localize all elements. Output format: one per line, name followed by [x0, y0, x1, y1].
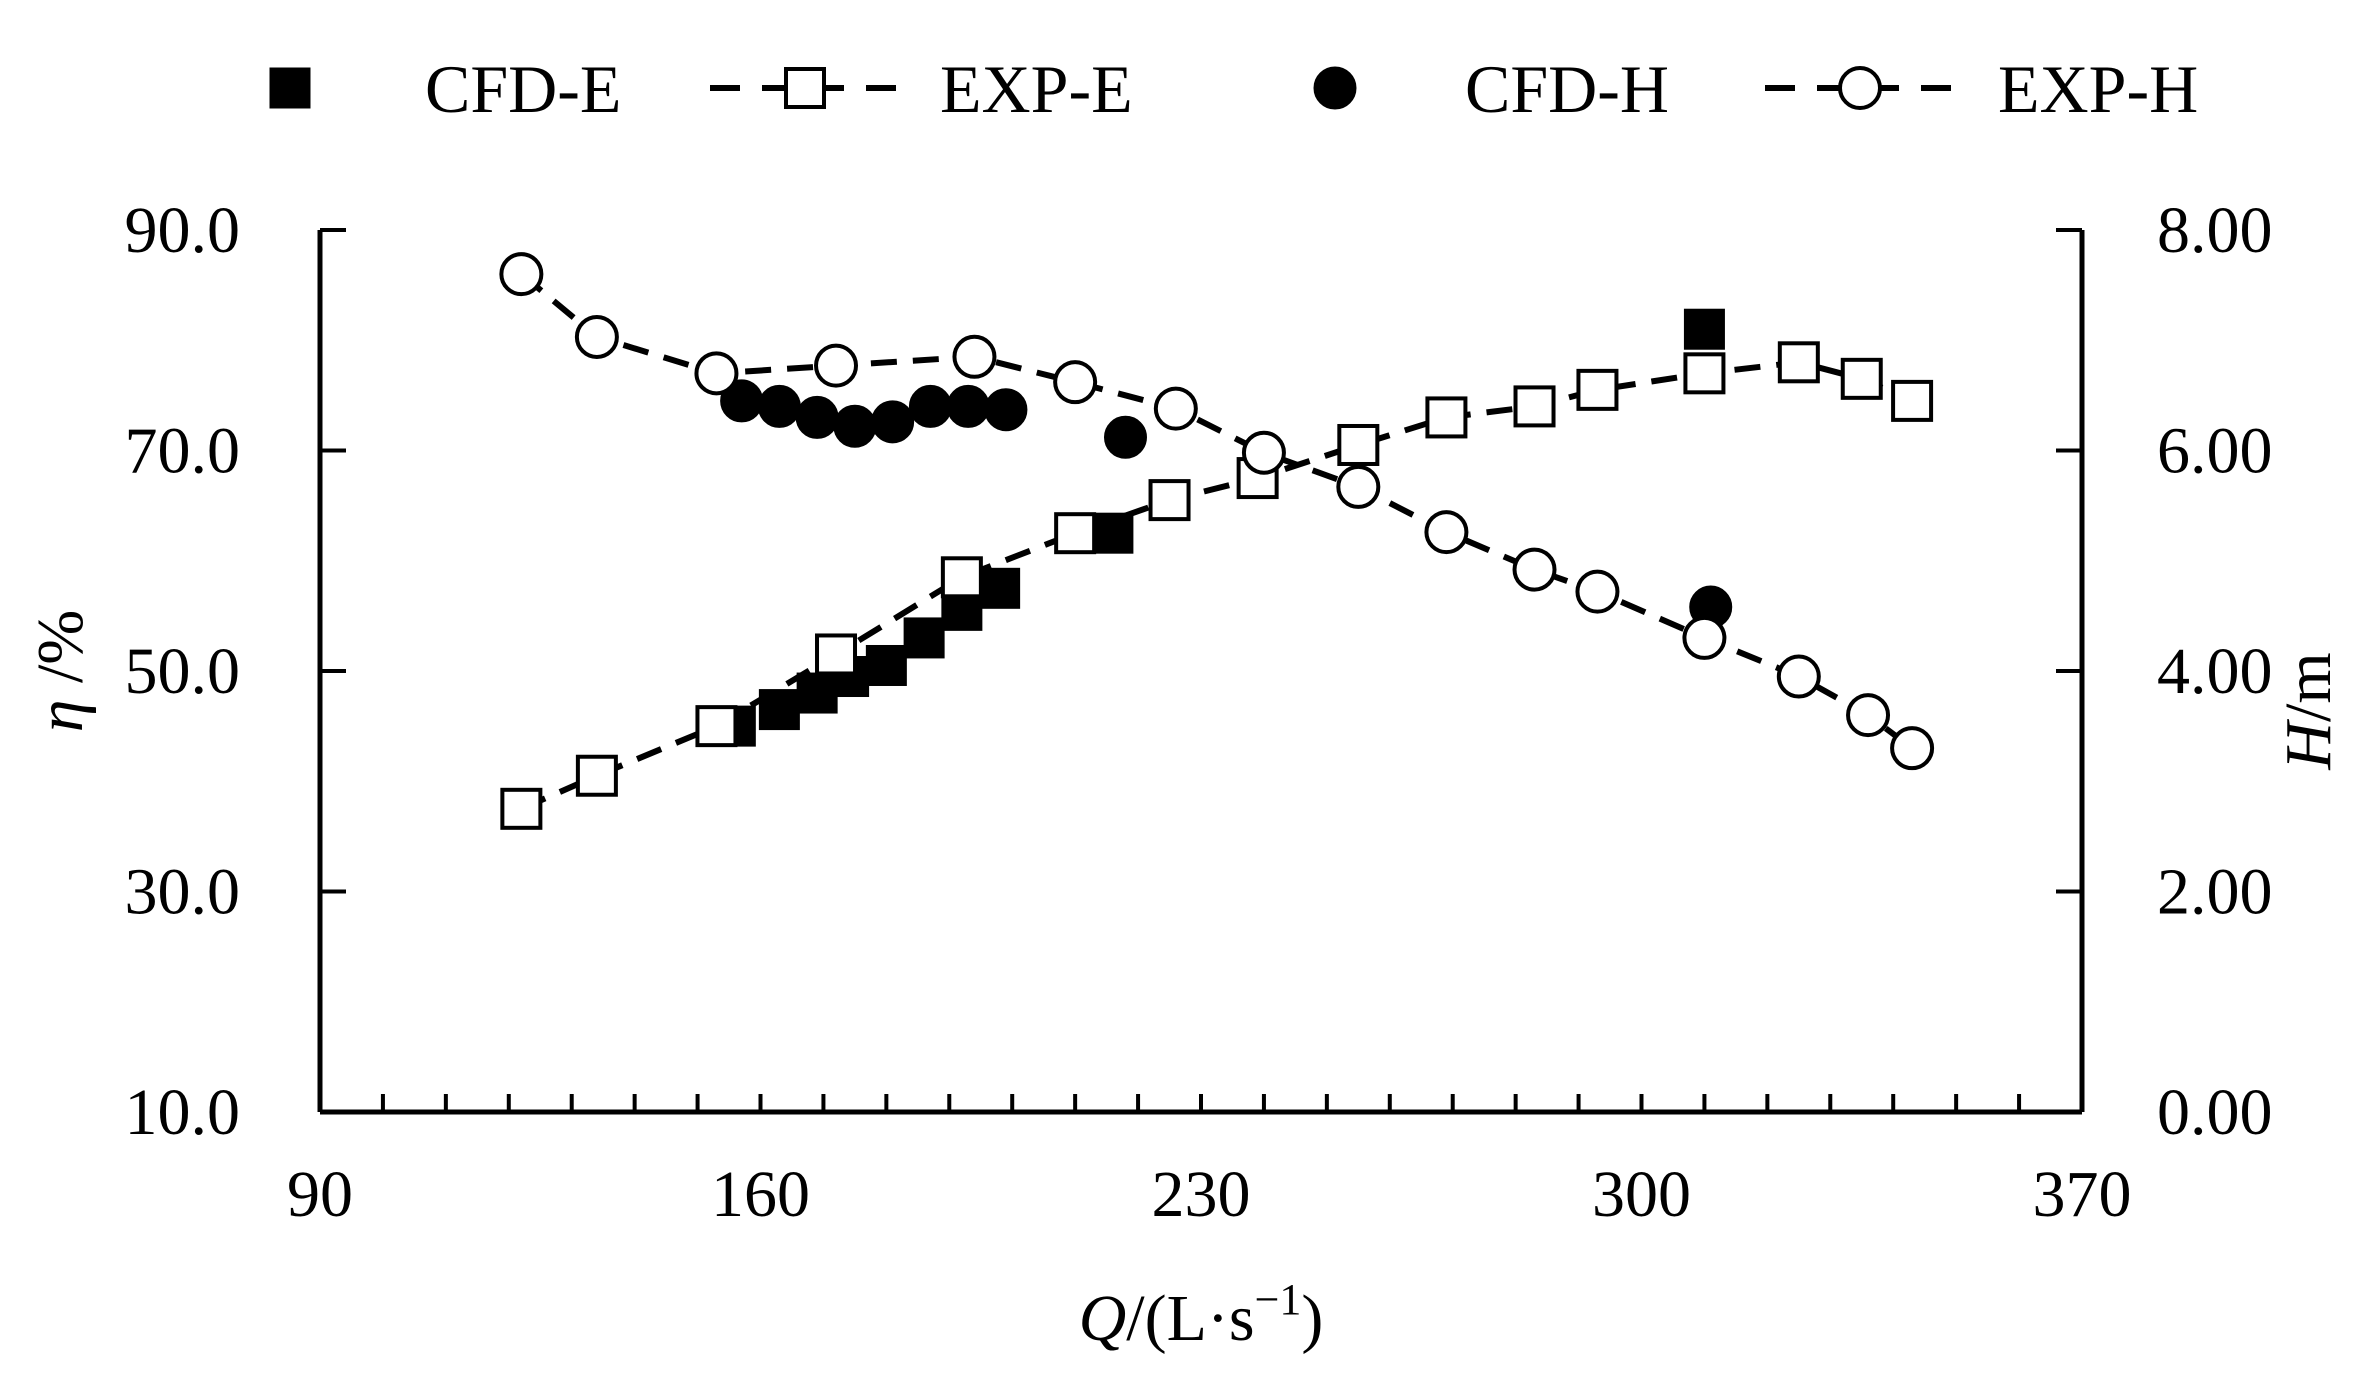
legend-marker [269, 67, 311, 109]
series-markers-exp-h [499, 252, 1935, 771]
y-axis-unit: /% [24, 610, 97, 700]
data-point [984, 388, 1028, 432]
y2-tick-label: 8.00 [2157, 194, 2273, 267]
y2-axis-title: H/m [2272, 652, 2345, 770]
data-point [499, 252, 544, 297]
data-point [1683, 352, 1726, 395]
data-point [1682, 615, 1727, 660]
x-tick-label: 230 [1152, 1158, 1251, 1231]
series-markers-exp-e [500, 341, 1934, 830]
legend-label: EXP-H [1998, 51, 2198, 127]
y-axis-title: η /% [24, 610, 97, 733]
data-point [758, 689, 800, 731]
series-exp-h [519, 271, 1914, 751]
legend: CFD-E EXP-E CFD-H EXP-H [269, 51, 2198, 127]
data-point [979, 567, 1021, 609]
x-tick-label: 160 [711, 1158, 810, 1231]
data-point [500, 787, 543, 830]
data-point [1890, 726, 1935, 771]
data-point [903, 617, 945, 659]
data-point [1846, 693, 1891, 738]
data-point [1054, 512, 1097, 555]
data-point [1891, 379, 1934, 422]
data-point [574, 314, 619, 359]
data-point [1576, 368, 1619, 411]
legend-marker [784, 67, 826, 109]
legend-item-exp-e: EXP-E [710, 51, 1133, 127]
y-tick-label: 90.0 [125, 194, 241, 267]
legend-marker [1313, 66, 1357, 110]
x-axis-var: Q [1079, 1282, 1127, 1355]
data-point [1575, 569, 1620, 614]
x-axis-sup: −1 [1255, 1275, 1302, 1324]
data-point [695, 705, 738, 748]
data-point [575, 754, 618, 797]
legend-label: EXP-E [940, 51, 1133, 127]
x-tick-label: 90 [287, 1158, 353, 1231]
legend-item-cfd-e: CFD-E [269, 51, 621, 127]
data-point [1513, 385, 1556, 428]
data-point [871, 400, 915, 444]
x-tick-label: 370 [2033, 1158, 2132, 1231]
y2-axis-unit: /m [2272, 652, 2345, 722]
legend-item-exp-h: EXP-H [1765, 51, 2198, 127]
data-point [940, 556, 983, 599]
data-point [1103, 415, 1147, 459]
data-point [865, 644, 907, 686]
data-point [1512, 547, 1557, 592]
x-axis-close: ) [1301, 1282, 1323, 1355]
data-point [1148, 479, 1191, 522]
y-tick-label: 50.0 [125, 635, 241, 708]
data-point [694, 351, 739, 396]
data-point [946, 384, 990, 428]
y2-tick-label: 4.00 [2157, 635, 2273, 708]
series-markers-cfd-h [720, 379, 1733, 629]
series-markers-cfd-e [714, 308, 1725, 747]
y2-tick-label: 2.00 [2157, 856, 2273, 929]
data-point [757, 384, 801, 428]
x-tick-label: 300 [1592, 1158, 1691, 1231]
y-tick-label: 30.0 [125, 856, 241, 929]
data-point [1425, 396, 1468, 439]
plot-series [499, 252, 1935, 830]
data-point [1776, 654, 1821, 699]
y-tick-label: 10.0 [125, 1076, 241, 1149]
data-point [1683, 308, 1725, 350]
data-point [1241, 430, 1286, 475]
x-axis-unit: /(L·s [1126, 1282, 1254, 1355]
data-point [1777, 341, 1820, 384]
legend-marker [1838, 66, 1882, 110]
data-point [1424, 510, 1469, 555]
y-axis-var: η [24, 700, 97, 733]
x-axis-title: Q/(L·s−1) [1079, 1275, 1324, 1355]
data-point [815, 633, 858, 676]
legend-label: CFD-E [425, 51, 621, 127]
legend-label: CFD-H [1465, 51, 1669, 127]
data-point [1337, 423, 1380, 466]
data-point [814, 343, 859, 388]
series-line-exp-e [520, 359, 1914, 812]
data-point [908, 384, 952, 428]
y-tick-label: 70.0 [125, 415, 241, 488]
data-point [952, 334, 997, 379]
data-point [795, 395, 839, 439]
data-point [1336, 464, 1381, 509]
series-line-exp-h [519, 271, 1914, 751]
axis-labels: 90 160 230 300 370 10.0 30.0 50.0 70.0 90.0 0.00 2.… [24, 194, 2345, 1355]
data-point [1092, 512, 1134, 554]
data-point [1153, 386, 1198, 431]
y2-axis-var: H [2272, 719, 2345, 771]
data-point [1840, 357, 1883, 400]
y2-tick-label: 6.00 [2157, 415, 2273, 488]
y2-tick-label: 0.00 [2157, 1076, 2273, 1149]
data-point [833, 404, 877, 448]
series-exp-e [520, 359, 1914, 812]
axes-frame [317, 228, 2085, 1115]
data-point [1053, 360, 1098, 405]
legend-item-cfd-h: CFD-H [1313, 51, 1669, 127]
